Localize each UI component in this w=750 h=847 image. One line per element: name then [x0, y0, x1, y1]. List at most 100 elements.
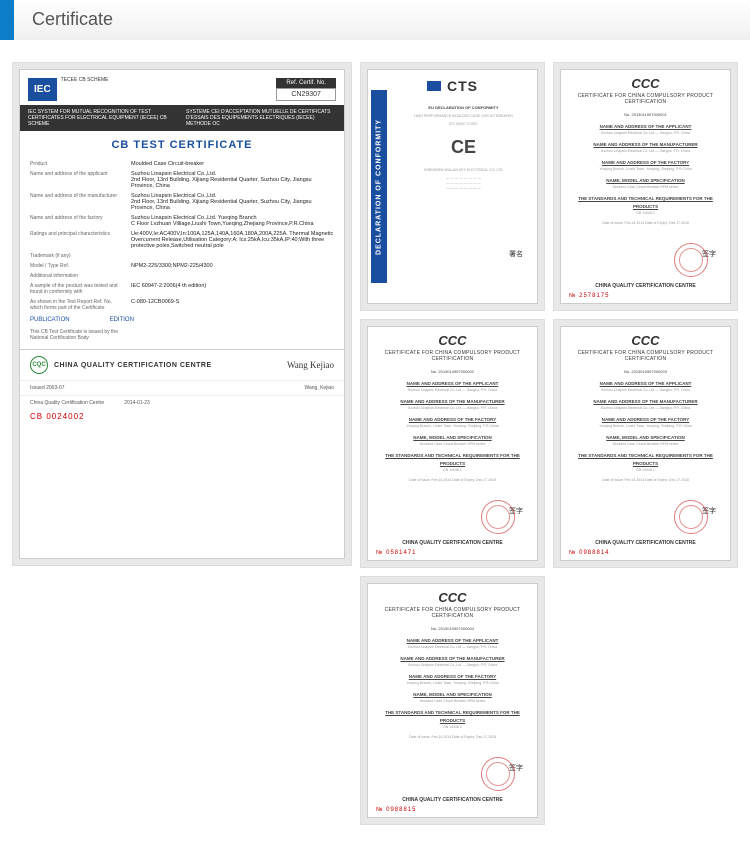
cb-field: Model / Type Ref.NPM2-225/3300;NPM2-225/… [20, 261, 344, 271]
date: 2014-01-23 [124, 400, 150, 406]
ccc-footer: CHINA QUALITY CERTIFICATION CENTRE [561, 283, 730, 289]
ccc-section-body: Suzhou Linapsin Electrical Co.,Ltd — Jia… [571, 131, 720, 136]
cb-field: Name and address of the factory Suzhou Li… [20, 213, 344, 229]
certificate-grid: IEC TECEE CB SCHEME Ref. Certif. No. CN2… [0, 40, 750, 847]
ccc-stamp-no: № 0581471 [376, 550, 416, 556]
ccc-logo: CCC [631, 76, 659, 91]
field-value: Suzhou Linapsin Electrical Co.,Ltd.2nd F… [131, 193, 334, 211]
ccc-title: CERTIFICATE FOR CHINA COMPULSORY PRODUCT… [565, 93, 726, 105]
header-accent [0, 0, 14, 40]
cb-footer2: China Quality Certification Centre 2014-… [20, 395, 344, 410]
ccc-section-body: Suzhou Linapsin Electrical Co.,Ltd — Jia… [378, 388, 527, 393]
ccc-section: THE STANDARDS AND TECHNICAL REQUIREMENTS… [378, 709, 527, 730]
band-right: SYSTEME CEI D'ACCEPTATION MUTUELLE DE CE… [186, 109, 336, 127]
ccc-section-label: NAME AND ADDRESS OF THE MANUFACTURER [571, 398, 720, 406]
ref-no: CN29307 [276, 88, 336, 101]
ccc-stamp-no: № 0988814 [569, 550, 609, 556]
ccc-section: THE STANDARDS AND TECHNICAL REQUIREMENTS… [571, 452, 720, 473]
cts-icon [427, 81, 441, 91]
ccc-section: NAME, MODEL AND SPECIFICATIONMoulded Cas… [571, 177, 720, 190]
cts-l2: IEC 60947-2:2007 [398, 122, 529, 127]
cts-l3: SHENZHEN WULIAN KEY ELECTRICAL CO.,LTD [398, 168, 529, 173]
cts-fill: — — — — — — — —— — — — — — — —— — — — — … [398, 176, 529, 191]
cb-field: Trademark (if any) [20, 251, 344, 261]
ccc-section: NAME, MODEL AND SPECIFICATIONMoulded Cas… [571, 434, 720, 447]
ccc-section-label: THE STANDARDS AND TECHNICAL REQUIREMENTS… [571, 452, 720, 468]
col-right: DECLARATION OF CONFORMITY CTS EU DECLARA… [360, 62, 738, 825]
ccc-section-body: GB 14048.2 [571, 468, 720, 473]
ccc-section-label: THE STANDARDS AND TECHNICAL REQUIREMENTS… [571, 195, 720, 211]
ccc-section-body: Moulded Case Circuit Breaker NPM series [571, 442, 720, 447]
cert-ccc-1: CCC CERTIFICATE FOR CHINA COMPULSORY PROD… [553, 62, 738, 311]
cts-body: EU DECLARATION OF CONFORMITY HIGH PERFOR… [390, 98, 537, 198]
ccc-stamp-no: № 0988815 [376, 807, 416, 813]
cb-note: This CB Test Certificate is issued by th… [20, 327, 344, 343]
cert-ccc-4: CCCCERTIFICATE FOR CHINA COMPULSORY PROD… [360, 576, 545, 825]
stamp-icon [481, 757, 515, 791]
ccc-logo: CCC [631, 333, 659, 348]
ccc-footer: CHINA QUALITY CERTIFICATION CENTRE [561, 540, 730, 546]
issued: Issued 2003-07 [30, 385, 64, 391]
pub: PUBLICATION [30, 317, 70, 323]
ccc-section-label: THE STANDARDS AND TECHNICAL REQUIREMENTS… [378, 452, 527, 468]
org: China Quality Certification Centre [30, 400, 104, 406]
field-label: Name and address of the factory [30, 215, 125, 227]
field-value: Suzhou Linapsin Electrical Co.,Ltd.2nd F… [131, 171, 334, 189]
field-value [131, 253, 334, 259]
iec-band: IEC SYSTEM FOR MUTUAL RECOGNITION OF TES… [20, 105, 344, 131]
cert-cts: DECLARATION OF CONFORMITY CTS EU DECLARA… [360, 62, 545, 311]
ccc-section: NAME AND ADDRESS OF THE APPLICANTSuzhou … [378, 637, 527, 650]
ccc-section-label: NAME AND ADDRESS OF THE MANUFACTURER [378, 398, 527, 406]
ccc-no: No. 2013011907000001 [571, 111, 720, 118]
ccc-section-body: Yueqing Branch, Liushi Town, Yueqing, Zh… [378, 681, 527, 686]
ce-mark: CE [398, 133, 529, 162]
ccc-section-body: GB 14048.2 [378, 725, 527, 730]
ccc-section-body: Suzhou Linapsin Electrical Co.,Ltd — Jia… [571, 406, 720, 411]
ccc-section: NAME AND ADDRESS OF THE APPLICANTSuzhou … [571, 123, 720, 136]
field-value: Suzhou Linapsin Electrical Co.,Ltd. Yueq… [131, 215, 334, 227]
doc-side: DECLARATION OF CONFORMITY [371, 90, 387, 283]
ccc-no: No. 2013010907000004 [378, 625, 527, 632]
field-label: A sample of the product was tested and f… [30, 283, 125, 295]
cb-fields: ProductMoulded Case Circuit-breakerName … [20, 159, 344, 313]
ccc-title: CERTIFICATE FOR CHINA COMPULSORY PRODUCT… [565, 350, 726, 362]
ccc-section-label: NAME AND ADDRESS OF THE APPLICANT [571, 380, 720, 388]
cert-ccc-2: CCC CERTIFICATE FOR CHINA COMPULSORY PROD… [360, 319, 545, 568]
col-left: IEC TECEE CB SCHEME Ref. Certif. No. CN2… [12, 62, 352, 825]
field-label: As shown in the Test Report Ref. No. whi… [30, 299, 125, 311]
ccc-section: NAME AND ADDRESS OF THE FACTORYYueqing B… [378, 673, 527, 686]
ccc-section: NAME AND ADDRESS OF THE APPLICANTSuzhou … [378, 380, 527, 393]
cb-field: Ratings and principal characteristicsUe:… [20, 229, 344, 251]
ccc-title: CERTIFICATE FOR CHINA COMPULSORY PRODUCT… [372, 350, 533, 362]
ccc-header: CCCCERTIFICATE FOR CHINA COMPULSORY PROD… [368, 584, 537, 621]
field-label: Ratings and principal characteristics [30, 231, 125, 249]
ccc-body: No. 2013011907000001 NAME AND ADDRESS OF … [561, 107, 730, 230]
cb-footer: Issued 2003-07 Wang, Kejiao [20, 380, 344, 395]
stamp-icon [674, 500, 708, 534]
ccc-section: NAME AND ADDRESS OF THE MANUFACTURERSuzh… [571, 141, 720, 154]
ccc-section: NAME AND ADDRESS OF THE FACTORYYueqing B… [571, 159, 720, 172]
ccc-section-label: NAME, MODEL AND SPECIFICATION [378, 691, 527, 699]
ccc-section-label: NAME, MODEL AND SPECIFICATION [571, 434, 720, 442]
ccc-section-label: THE STANDARDS AND TECHNICAL REQUIREMENTS… [378, 709, 527, 725]
ccc-section-label: NAME AND ADDRESS OF THE FACTORY [378, 416, 527, 424]
ccc-stamp-no: № 2578175 [569, 293, 609, 299]
ccc-body: No. 2013010907000002 NAME AND ADDRESS OF … [368, 364, 537, 487]
field-label: Trademark (if any) [30, 253, 125, 259]
ccc-section-label: NAME AND ADDRESS OF THE MANUFACTURER [378, 655, 527, 663]
ccc-no: No. 2013010907000002 [378, 368, 527, 375]
cts-heading: EU DECLARATION OF CONFORMITY [398, 105, 529, 111]
field-value: NPM2-225/3300;NPM2-225/4300 [131, 263, 334, 269]
ccc-footer: CHINA QUALITY CERTIFICATION CENTRE [368, 540, 537, 546]
ccc-logo: CCC [438, 333, 466, 348]
pub-row: PUBLICATION EDITION [20, 313, 344, 327]
ccc-section: NAME AND ADDRESS OF THE MANUFACTURERSuzh… [571, 398, 720, 411]
ed: EDITION [110, 317, 134, 323]
cb-top: IEC TECEE CB SCHEME Ref. Certif. No. CN2… [20, 70, 344, 105]
ref-box: Ref. Certif. No. CN29307 [276, 78, 336, 101]
band-left: IEC SYSTEM FOR MUTUAL RECOGNITION OF TES… [28, 109, 178, 127]
cts-l1: HIGH PERFORMANCE MOULDED CASE CIRCUIT BR… [398, 114, 529, 119]
cb-title: CB TEST CERTIFICATE [20, 131, 344, 159]
stamp-icon [674, 243, 708, 277]
ccc-date: Date of issue: Feb.14,2014 Date of Expir… [378, 478, 527, 483]
